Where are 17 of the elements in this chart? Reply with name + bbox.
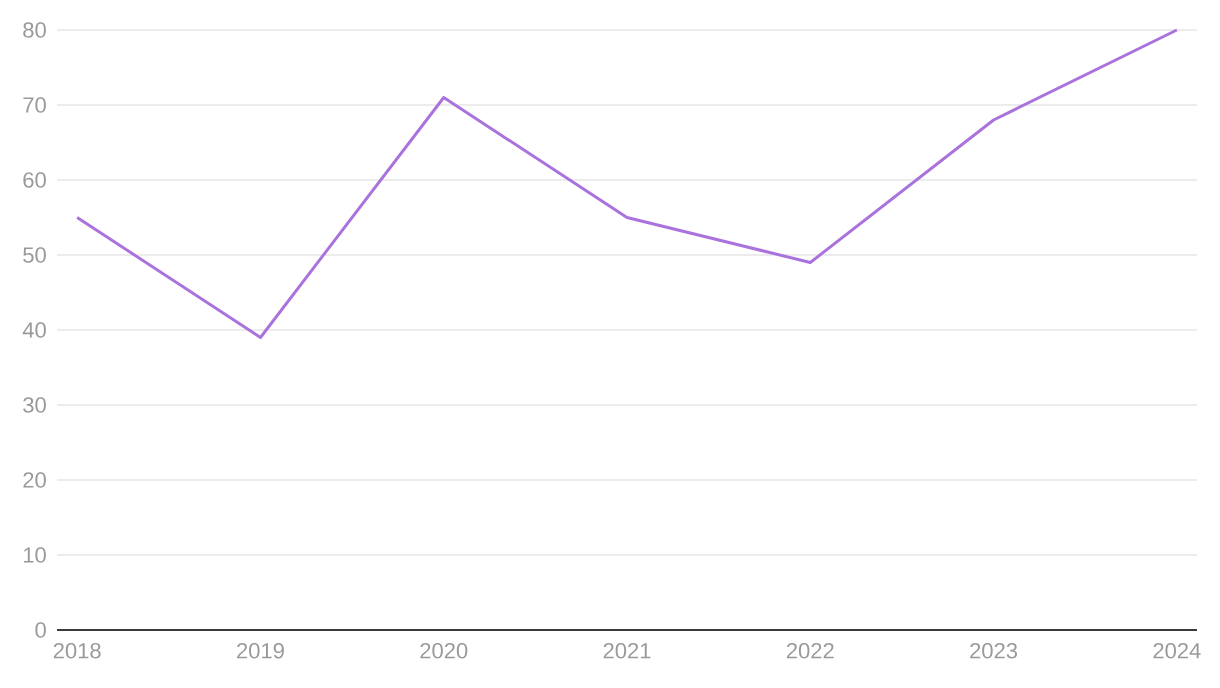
y-tick-label: 70	[23, 97, 46, 113]
y-tick-label: 50	[23, 247, 46, 263]
x-tick-label: 2019	[237, 642, 284, 659]
x-tick-label: 2020	[420, 642, 468, 659]
y-tick-label: 40	[22, 322, 46, 338]
x-tick-label: 2018	[53, 642, 101, 659]
y-tick-label: 60	[23, 172, 46, 188]
y-tick-label: 30	[23, 397, 46, 413]
y-tick-label: 80	[23, 22, 46, 38]
y-tick-label: 20	[23, 472, 46, 488]
y-tick-label: 0	[35, 622, 46, 638]
x-tick-label: 2022	[786, 642, 834, 659]
x-tick-label: 2023	[970, 642, 1018, 659]
x-tick-label: 2021	[603, 642, 651, 659]
line-series	[75, 28, 1179, 339]
x-tick-label: 2024	[1153, 642, 1201, 659]
y-tick-label: 10	[23, 547, 46, 563]
